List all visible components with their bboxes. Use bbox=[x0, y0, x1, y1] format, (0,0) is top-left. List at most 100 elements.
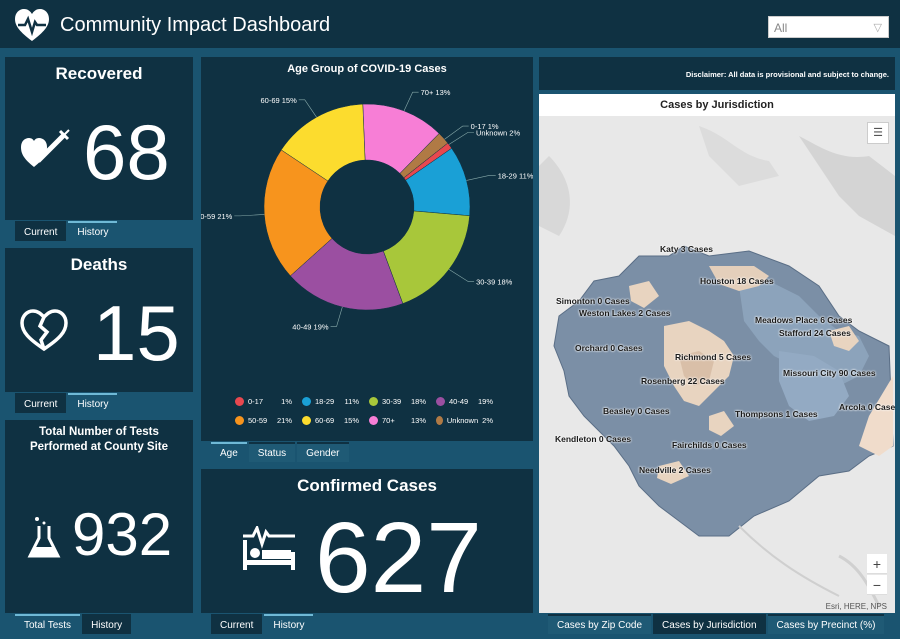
legend-label: 70+ bbox=[382, 416, 395, 425]
legend-item[interactable]: 30-39 18% bbox=[369, 397, 436, 406]
legend-item[interactable]: 18-29 11% bbox=[302, 397, 369, 406]
zoom-out-button[interactable]: − bbox=[867, 575, 887, 595]
jurisdiction-map[interactable] bbox=[539, 116, 895, 613]
map-label[interactable]: Stafford 24 Cases bbox=[779, 328, 851, 338]
legend-value: 15% bbox=[343, 416, 359, 425]
map-label[interactable]: Arcola 0 Cases bbox=[839, 402, 895, 412]
tab-age[interactable]: Age bbox=[211, 442, 247, 462]
legend-item[interactable]: 60-69 15% bbox=[302, 416, 369, 425]
tab-cases-by-zip[interactable]: Cases by Zip Code bbox=[548, 614, 652, 634]
deaths-tabs: Current History bbox=[15, 393, 119, 413]
header-bar: Community Impact Dashboard All ▽ bbox=[0, 0, 900, 52]
slice-40-49[interactable] bbox=[290, 238, 404, 311]
tab-confirmed-history[interactable]: History bbox=[264, 614, 314, 634]
deaths-title: Deaths bbox=[70, 255, 128, 274]
legend-value: 21% bbox=[276, 416, 292, 425]
zoom-in-button[interactable]: + bbox=[867, 554, 887, 574]
age-chart-tabs: Age Status Gender bbox=[211, 442, 351, 462]
map-label[interactable]: Thompsons 1 Cases bbox=[735, 409, 818, 419]
legend-item[interactable]: Unknown 2% bbox=[436, 416, 503, 425]
confirmed-panel: Confirmed Cases 627 bbox=[201, 469, 533, 614]
slice-label: 60-69 15% bbox=[260, 96, 297, 105]
legend-label: 50-59 bbox=[248, 416, 268, 425]
map-attribution: Esri, HERE, NPS bbox=[825, 602, 887, 611]
tab-recovered-current[interactable]: Current bbox=[15, 221, 67, 241]
tab-confirmed-current[interactable]: Current bbox=[211, 614, 263, 634]
recovered-panel: Recovered 68 bbox=[5, 57, 193, 220]
legend-swatch bbox=[436, 416, 443, 425]
map-panel: Cases by Jurisdiction ☰ Katy 3 Cases Hous… bbox=[539, 94, 895, 613]
map-label[interactable]: Rosenberg 22 Cases bbox=[641, 376, 725, 386]
leader-line bbox=[466, 174, 496, 181]
tab-cases-by-precinct[interactable]: Cases by Precinct (%) bbox=[767, 614, 885, 634]
heart-pulse-icon bbox=[15, 9, 49, 41]
leader-line bbox=[234, 214, 265, 217]
slice-label: 0-17 1% bbox=[471, 122, 499, 131]
map-label[interactable]: Richmond 5 Cases bbox=[675, 352, 752, 362]
tab-cases-by-jurisdiction[interactable]: Cases by Jurisdiction bbox=[653, 614, 766, 634]
legend-value: 1% bbox=[281, 397, 292, 406]
legend-value: 18% bbox=[410, 397, 426, 406]
map-label[interactable]: Simonton 0 Cases bbox=[556, 296, 630, 306]
map-label[interactable]: Beasley 0 Cases bbox=[603, 406, 670, 416]
legend-item[interactable]: 40-49 19% bbox=[436, 397, 503, 406]
leader-line bbox=[448, 132, 474, 145]
legend-item[interactable]: 70+ 13% bbox=[369, 416, 436, 425]
disclaimer-text: Disclaimer: All data is provisional and … bbox=[685, 70, 889, 79]
leader-line bbox=[444, 125, 469, 140]
legend-swatch bbox=[369, 397, 378, 406]
list-icon[interactable]: ☰ bbox=[867, 122, 889, 144]
tab-status[interactable]: Status bbox=[248, 442, 296, 462]
legend-swatch bbox=[302, 416, 311, 425]
tab-deaths-current[interactable]: Current bbox=[15, 393, 67, 413]
recovered-title: Recovered bbox=[55, 64, 143, 83]
map-label[interactable]: Orchard 0 Cases bbox=[575, 343, 643, 353]
legend-item[interactable]: 50-59 21% bbox=[235, 416, 302, 425]
map-label[interactable]: Meadows Place 6 Cases bbox=[755, 315, 853, 325]
map-label[interactable]: Fairchilds 0 Cases bbox=[672, 440, 747, 450]
tab-gender[interactable]: Gender bbox=[297, 442, 349, 462]
confirmed-tabs: Current History bbox=[211, 614, 315, 634]
slice-50-59[interactable] bbox=[263, 149, 333, 277]
disclaimer-panel: Disclaimer: All data is provisional and … bbox=[539, 57, 895, 90]
tab-tests-history[interactable]: History bbox=[82, 614, 132, 634]
legend-item[interactable]: 0-17 1% bbox=[235, 397, 302, 406]
legend-value: 19% bbox=[477, 397, 493, 406]
slice-label: Unknown 2% bbox=[476, 128, 521, 137]
map-tabs: Cases by Zip Code Cases by Jurisdiction Ca… bbox=[548, 614, 886, 634]
legend-label: 40-49 bbox=[449, 397, 469, 406]
deaths-value: 15 bbox=[93, 289, 180, 377]
legend-label: 0-17 bbox=[248, 397, 264, 406]
slice-label: 40-49 19% bbox=[292, 322, 329, 331]
confirmed-value: 627 bbox=[315, 502, 482, 614]
map-label[interactable]: Houston 18 Cases bbox=[700, 276, 774, 286]
legend-row: 50-59 21% 60-69 15% 70+ 13% Unknown 2% bbox=[235, 416, 503, 425]
map-label[interactable]: Katy 3 Cases bbox=[660, 244, 713, 254]
legend-swatch bbox=[302, 397, 311, 406]
age-chart-panel: Age Group of COVID-19 Cases 70+ 13% Unkno… bbox=[201, 57, 533, 441]
bed-pulse-icon bbox=[243, 526, 295, 570]
map-label[interactable]: Needville 2 Cases bbox=[639, 465, 711, 475]
map-label[interactable]: Kendleton 0 Cases bbox=[555, 434, 632, 444]
recovered-tabs: Current History bbox=[15, 221, 119, 241]
legend-swatch bbox=[369, 416, 378, 425]
tests-value: 932 bbox=[72, 501, 173, 568]
map-label[interactable]: Missouri City 90 Cases bbox=[783, 368, 876, 378]
tab-deaths-history[interactable]: History bbox=[68, 393, 118, 413]
legend-value: 2% bbox=[482, 416, 493, 425]
legend-value: 13% bbox=[410, 416, 426, 425]
slice-label: 70+ 13% bbox=[421, 88, 451, 97]
tab-tests-total[interactable]: Total Tests bbox=[15, 614, 81, 634]
filter-dropdown[interactable]: All ▽ bbox=[768, 16, 889, 38]
slice-60-69[interactable] bbox=[280, 103, 366, 182]
legend-value: 11% bbox=[344, 397, 359, 406]
slice-label: 30-39 18% bbox=[476, 277, 513, 286]
chevron-down-icon: ▽ bbox=[873, 22, 882, 34]
broken-heart-icon bbox=[20, 309, 68, 352]
age-donut-chart: 70+ 13% Unknown 2%0-17 1% 18-29 11% 30-39 1… bbox=[201, 88, 533, 331]
tab-recovered-history[interactable]: History bbox=[68, 221, 118, 241]
slice-label: 18-29 11% bbox=[498, 171, 533, 180]
legend-label: Unknown bbox=[446, 416, 479, 425]
map-label[interactable]: Weston Lakes 2 Cases bbox=[579, 308, 671, 318]
recovered-value: 68 bbox=[83, 108, 170, 196]
